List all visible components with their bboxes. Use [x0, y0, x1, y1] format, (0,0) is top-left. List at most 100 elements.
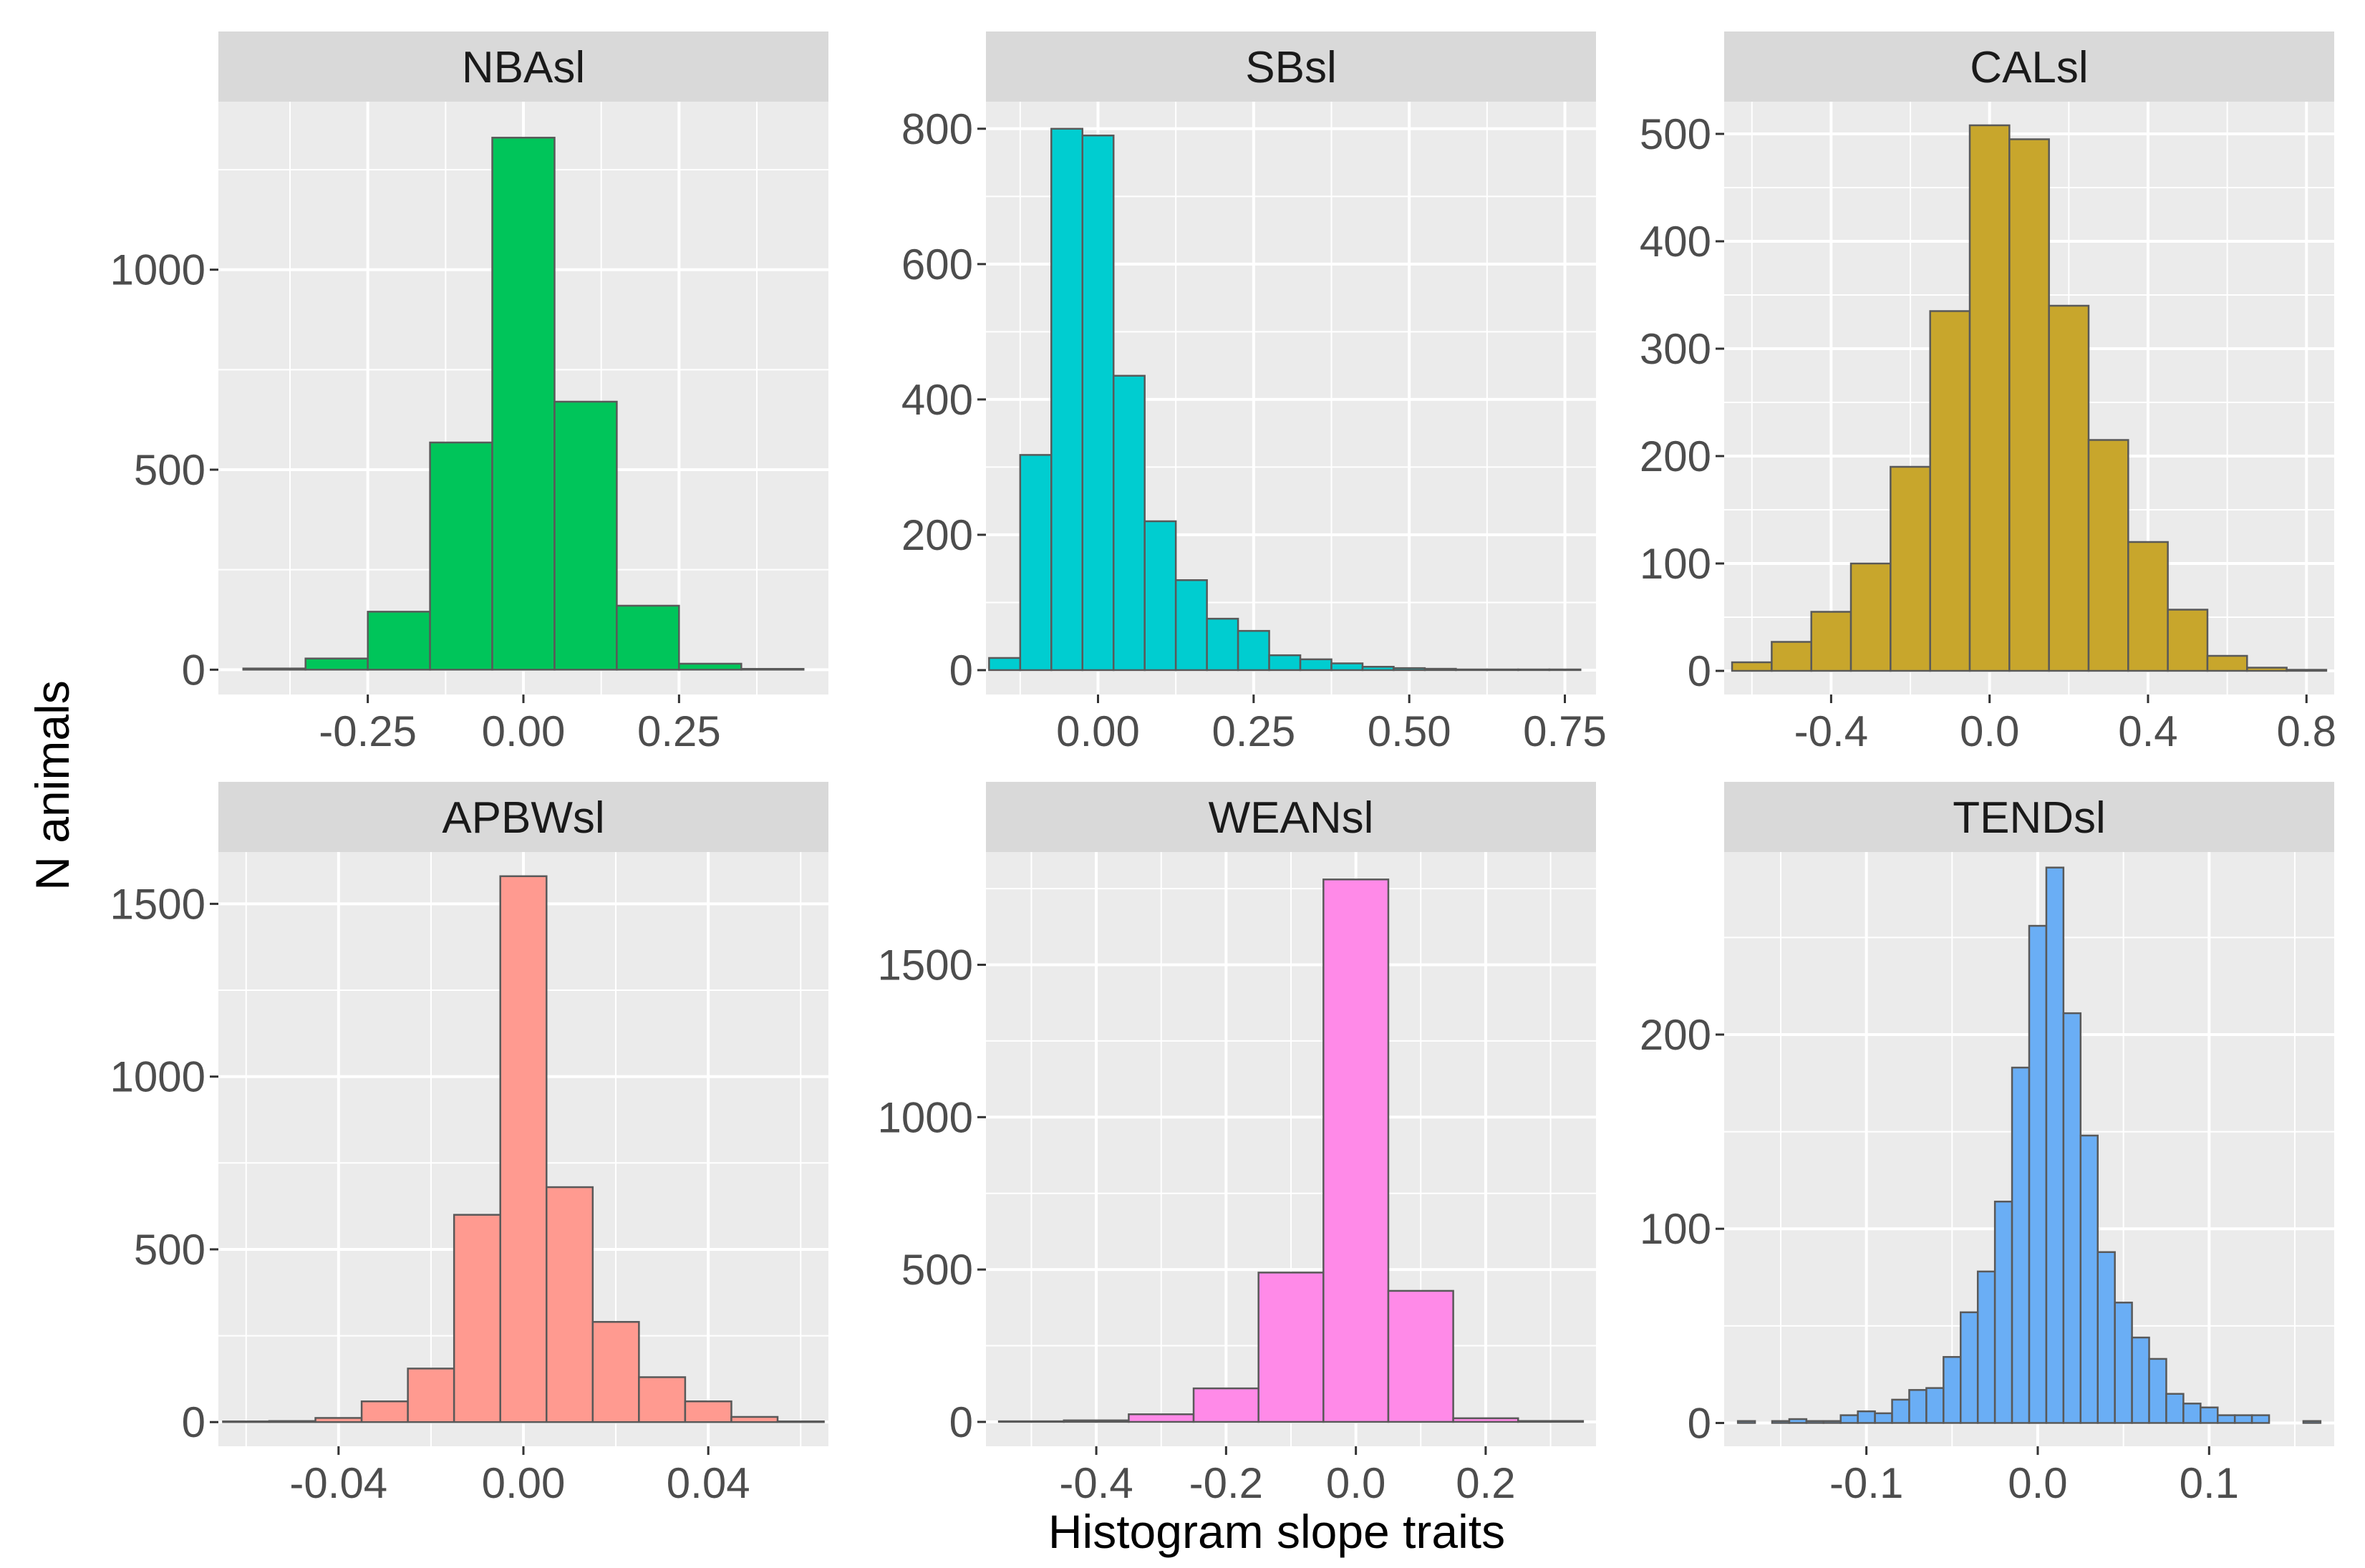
- histogram-bar: [1890, 465, 1931, 672]
- histogram-bar: [1891, 1398, 1910, 1424]
- histogram-bar: [1206, 617, 1239, 672]
- histogram-bar: [730, 1415, 779, 1423]
- histogram-bar: [1081, 135, 1115, 672]
- histogram-bar: [678, 662, 743, 671]
- histogram-bar: [546, 1186, 594, 1423]
- histogram-bar: [1976, 1270, 1996, 1424]
- histogram-bar: [491, 137, 556, 671]
- y-tick-label: 500: [134, 446, 205, 494]
- histogram-bar: [1839, 1414, 1859, 1424]
- y-tick-label: 1000: [110, 1053, 205, 1101]
- histogram-bar: [1822, 1420, 1842, 1424]
- histogram-bar: [1771, 641, 1812, 672]
- x-tick-label: 0.50: [1368, 707, 1451, 755]
- x-tick-label: 0.04: [667, 1459, 750, 1507]
- histogram-bar: [360, 1400, 409, 1423]
- histogram-bar: [2246, 667, 2288, 672]
- histogram-bar: [1268, 654, 1302, 672]
- histogram-bar: [1731, 661, 1773, 672]
- y-tick-label: 200: [1640, 1011, 1711, 1059]
- histogram-bar: [2206, 654, 2248, 672]
- x-tick-label: 0.00: [482, 1459, 566, 1507]
- histogram-bar: [2062, 1012, 2082, 1424]
- y-tick-label: 600: [901, 241, 973, 289]
- y-tick-label: 500: [134, 1226, 205, 1274]
- histogram-bar: [1322, 879, 1390, 1423]
- histogram-bar: [1387, 1289, 1454, 1423]
- histogram-bar: [1455, 668, 1489, 672]
- histogram-bar: [2028, 924, 2048, 1424]
- histogram-bar: [776, 1421, 825, 1423]
- histogram-bar: [638, 1376, 687, 1423]
- histogram-bar: [2048, 304, 2090, 672]
- x-tick-label: 0.25: [637, 707, 721, 755]
- histogram-bar: [2127, 541, 2169, 672]
- histogram-bar: [1019, 454, 1053, 672]
- histogram-bar: [1361, 666, 1395, 672]
- strip-calsl: [1724, 32, 2334, 102]
- histogram-bar: [1237, 629, 1270, 672]
- y-tick-label: 200: [1640, 432, 1711, 480]
- y-tick-label: 400: [901, 376, 973, 424]
- strip-label-tendsl: TENDsl: [1953, 793, 2106, 843]
- x-tick-label: -0.2: [1189, 1459, 1263, 1507]
- strip-label-apbwsl: APBWsl: [442, 793, 604, 843]
- histogram-bar: [1929, 310, 1971, 672]
- histogram-bar: [1517, 668, 1551, 672]
- histogram-bar: [1874, 1412, 1893, 1424]
- x-tick-label: -0.25: [319, 707, 417, 755]
- histogram-bar: [1788, 1418, 1808, 1424]
- histogram-bar: [1330, 662, 1364, 672]
- histogram-bar: [499, 875, 548, 1423]
- histogram-bar: [1548, 668, 1582, 672]
- histogram-bar: [997, 1420, 1065, 1423]
- histogram-bar: [1192, 1387, 1259, 1423]
- histogram-bar: [1925, 1387, 1945, 1424]
- strip-weansl: [986, 782, 1596, 852]
- panel-nbasl: NBAsl -0.25 0.00 0.25 0 500 1000: [110, 32, 828, 755]
- histogram-bar: [1063, 1419, 1130, 1423]
- histogram-bar: [2217, 1414, 2236, 1424]
- panel-sbsl: SBsl 0.00 0.25 0.50 0.75 0 200 400 600 800: [901, 32, 1607, 755]
- histogram-bar: [2302, 1420, 2322, 1424]
- histogram-bar: [1257, 1272, 1325, 1423]
- histogram-bar: [304, 657, 369, 671]
- histogram-bar: [1128, 1413, 1195, 1423]
- histogram-bar: [2165, 1393, 2185, 1424]
- histogram-bar: [222, 1421, 271, 1423]
- histogram-bar: [1423, 667, 1457, 672]
- x-tick-label: -0.4: [1794, 707, 1868, 755]
- histogram-bar: [591, 1321, 640, 1423]
- histogram-bar: [1517, 1420, 1585, 1423]
- histogram-bar: [2087, 439, 2129, 672]
- strip-sbsl: [986, 32, 1596, 102]
- histogram-bar: [1908, 1389, 1928, 1424]
- histogram-bar: [2148, 1358, 2167, 1424]
- x-tick-label: 0.2: [1456, 1459, 1515, 1507]
- histogram-bar: [1857, 1410, 1876, 1424]
- strip-label-sbsl: SBsl: [1245, 43, 1336, 92]
- histogram-bar: [242, 667, 306, 671]
- histogram-bar: [2045, 866, 2065, 1424]
- histogram-bar: [2286, 669, 2328, 672]
- y-tick-label: 100: [1640, 540, 1711, 588]
- histogram-bar: [2079, 1134, 2099, 1424]
- histogram-bar: [2250, 1414, 2270, 1424]
- strip-label-calsl: CALsl: [1970, 43, 2088, 92]
- panel-apbwsl: APBWsl -0.04 0.00 0.04 0 500 1000 1500: [110, 782, 828, 1507]
- y-tick-label: 200: [901, 511, 973, 559]
- histogram-bar: [1299, 658, 1333, 672]
- histogram-bar: [2233, 1414, 2253, 1424]
- histogram-bar: [268, 1420, 316, 1423]
- histogram-bar: [1393, 667, 1426, 672]
- histogram-bar: [1960, 1311, 1979, 1424]
- strip-tendsl: [1724, 782, 2334, 852]
- histogram-bar: [1805, 1420, 1825, 1424]
- y-tick-label: 300: [1640, 325, 1711, 373]
- strip-nbasl: [218, 32, 828, 102]
- x-tick-label: 0.1: [2180, 1459, 2239, 1507]
- histogram-bar: [2200, 1406, 2219, 1424]
- y-tick-label: 1500: [878, 941, 973, 989]
